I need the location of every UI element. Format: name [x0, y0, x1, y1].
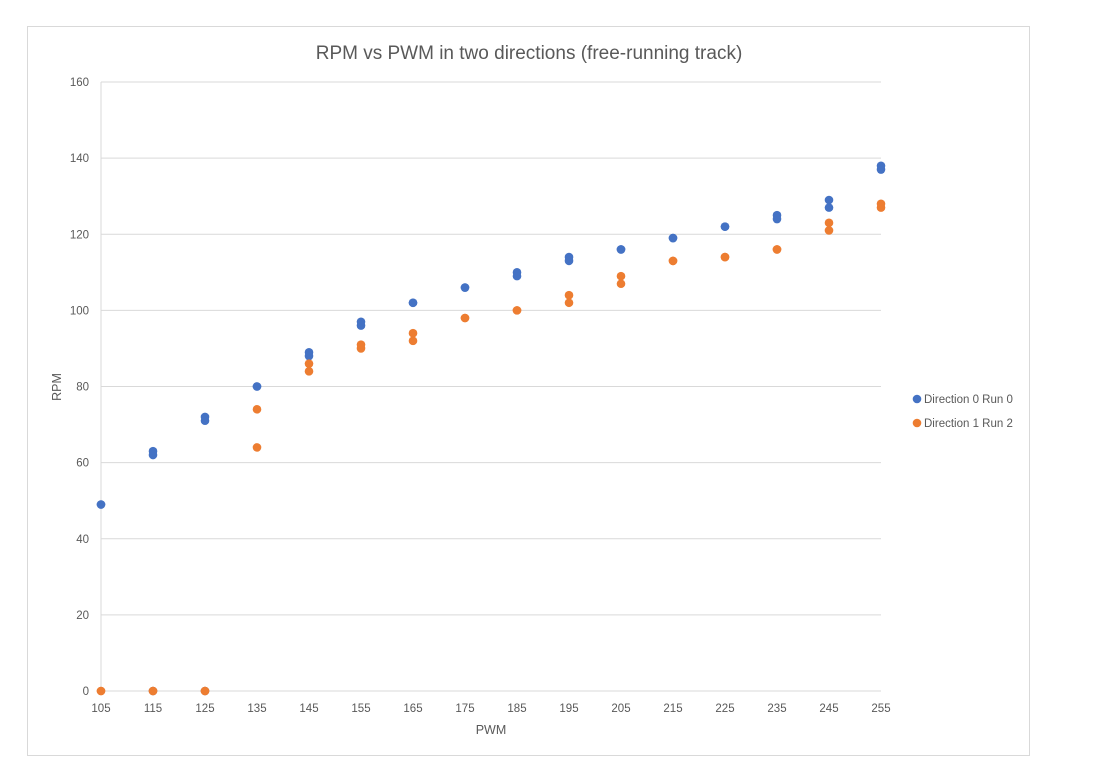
data-point-series-1 — [460, 313, 470, 323]
data-point-series-0 — [252, 382, 262, 391]
data-point-series-1 — [96, 686, 106, 696]
x-tick-label: 135 — [247, 703, 266, 715]
x-tick-label: 215 — [663, 703, 682, 715]
data-point-series-1 — [824, 226, 834, 235]
data-points — [96, 161, 886, 696]
data-point-series-0 — [408, 298, 418, 308]
y-tick-label: 120 — [70, 229, 89, 241]
data-point-series-1 — [356, 340, 366, 349]
y-tick-label: 0 — [83, 686, 89, 698]
data-point-series-1 — [720, 252, 730, 262]
x-tick-label: 165 — [403, 703, 422, 715]
x-axis-title: PWM — [476, 723, 507, 737]
legend-label-series-1: Direction 1 Run 2 — [924, 418, 1013, 430]
legend-label-series-0: Direction 0 Run 0 — [924, 394, 1013, 406]
y-axis-title: RPM — [50, 373, 64, 401]
x-tick-label: 195 — [559, 703, 578, 715]
y-tick-label: 20 — [76, 610, 89, 622]
data-point-series-1 — [252, 405, 262, 414]
data-point-series-1 — [772, 245, 782, 254]
data-point-series-0 — [772, 210, 782, 220]
chart-area: RPM vs PWM in two directions (free-runni… — [27, 26, 1030, 756]
y-tick-label: 80 — [76, 382, 89, 394]
y-tick-label: 100 — [70, 305, 89, 317]
data-point-series-1 — [564, 290, 574, 300]
x-tick-label: 185 — [507, 703, 526, 715]
legend-marker-series-0 — [912, 394, 922, 404]
data-point-series-0 — [668, 233, 678, 243]
data-point-series-1 — [564, 298, 574, 308]
data-point-series-0 — [460, 283, 470, 292]
y-tick-label: 40 — [76, 534, 89, 546]
x-axis-ticks: 105 115 125 135 145 155 165 175 185 195 205 215 225 2… — [91, 703, 890, 715]
data-point-series-1 — [200, 686, 210, 696]
x-tick-label: 125 — [195, 703, 214, 715]
x-tick-label: 115 — [144, 703, 162, 715]
data-point-series-1 — [616, 271, 626, 281]
data-point-series-0 — [720, 222, 730, 231]
data-point-series-1 — [408, 336, 418, 346]
x-tick-label: 245 — [819, 703, 838, 715]
data-point-series-1 — [616, 279, 626, 289]
data-point-series-1 — [304, 359, 314, 368]
x-tick-label: 145 — [299, 703, 318, 715]
x-tick-label: 155 — [351, 703, 370, 715]
data-point-series-0 — [616, 245, 626, 254]
x-tick-label: 175 — [455, 703, 474, 715]
x-tick-label: 235 — [767, 703, 786, 715]
x-tick-label: 205 — [611, 703, 630, 715]
x-tick-label: 105 — [91, 703, 110, 715]
y-tick-label: 160 — [70, 77, 89, 89]
data-point-series-0 — [876, 161, 886, 171]
data-point-series-0 — [824, 203, 834, 212]
data-point-series-0 — [96, 500, 106, 509]
x-tick-label: 225 — [715, 703, 734, 715]
data-point-series-0 — [824, 195, 834, 205]
legend: Direction 0 Run 0 Direction 1 Run 2 — [912, 394, 1013, 430]
data-point-series-1 — [304, 366, 314, 376]
y-tick-label: 140 — [70, 153, 89, 165]
data-point-series-1 — [824, 218, 834, 228]
chart-title: RPM vs PWM in two directions (free-runni… — [316, 43, 743, 64]
data-point-series-0 — [200, 412, 210, 422]
gridlines — [100, 81, 881, 692]
data-point-series-1 — [252, 443, 262, 452]
data-point-series-0 — [564, 252, 574, 262]
data-point-series-1 — [408, 328, 418, 338]
data-point-series-1 — [512, 306, 522, 315]
data-point-series-0 — [356, 317, 366, 327]
legend-marker-series-1 — [912, 418, 922, 428]
y-tick-label: 60 — [76, 458, 89, 470]
scatter-chart: RPM vs PWM in two directions (free-runni… — [50, 43, 1013, 737]
data-point-series-1 — [876, 199, 886, 209]
data-point-series-0 — [148, 446, 158, 456]
x-tick-label: 255 — [871, 703, 890, 715]
data-point-series-1 — [148, 686, 158, 696]
data-point-series-1 — [668, 256, 678, 266]
data-point-series-0 — [512, 268, 522, 277]
data-point-series-0 — [304, 347, 314, 357]
y-axis-ticks: 0 20 40 60 80 100 120 140 160 — [70, 77, 89, 698]
